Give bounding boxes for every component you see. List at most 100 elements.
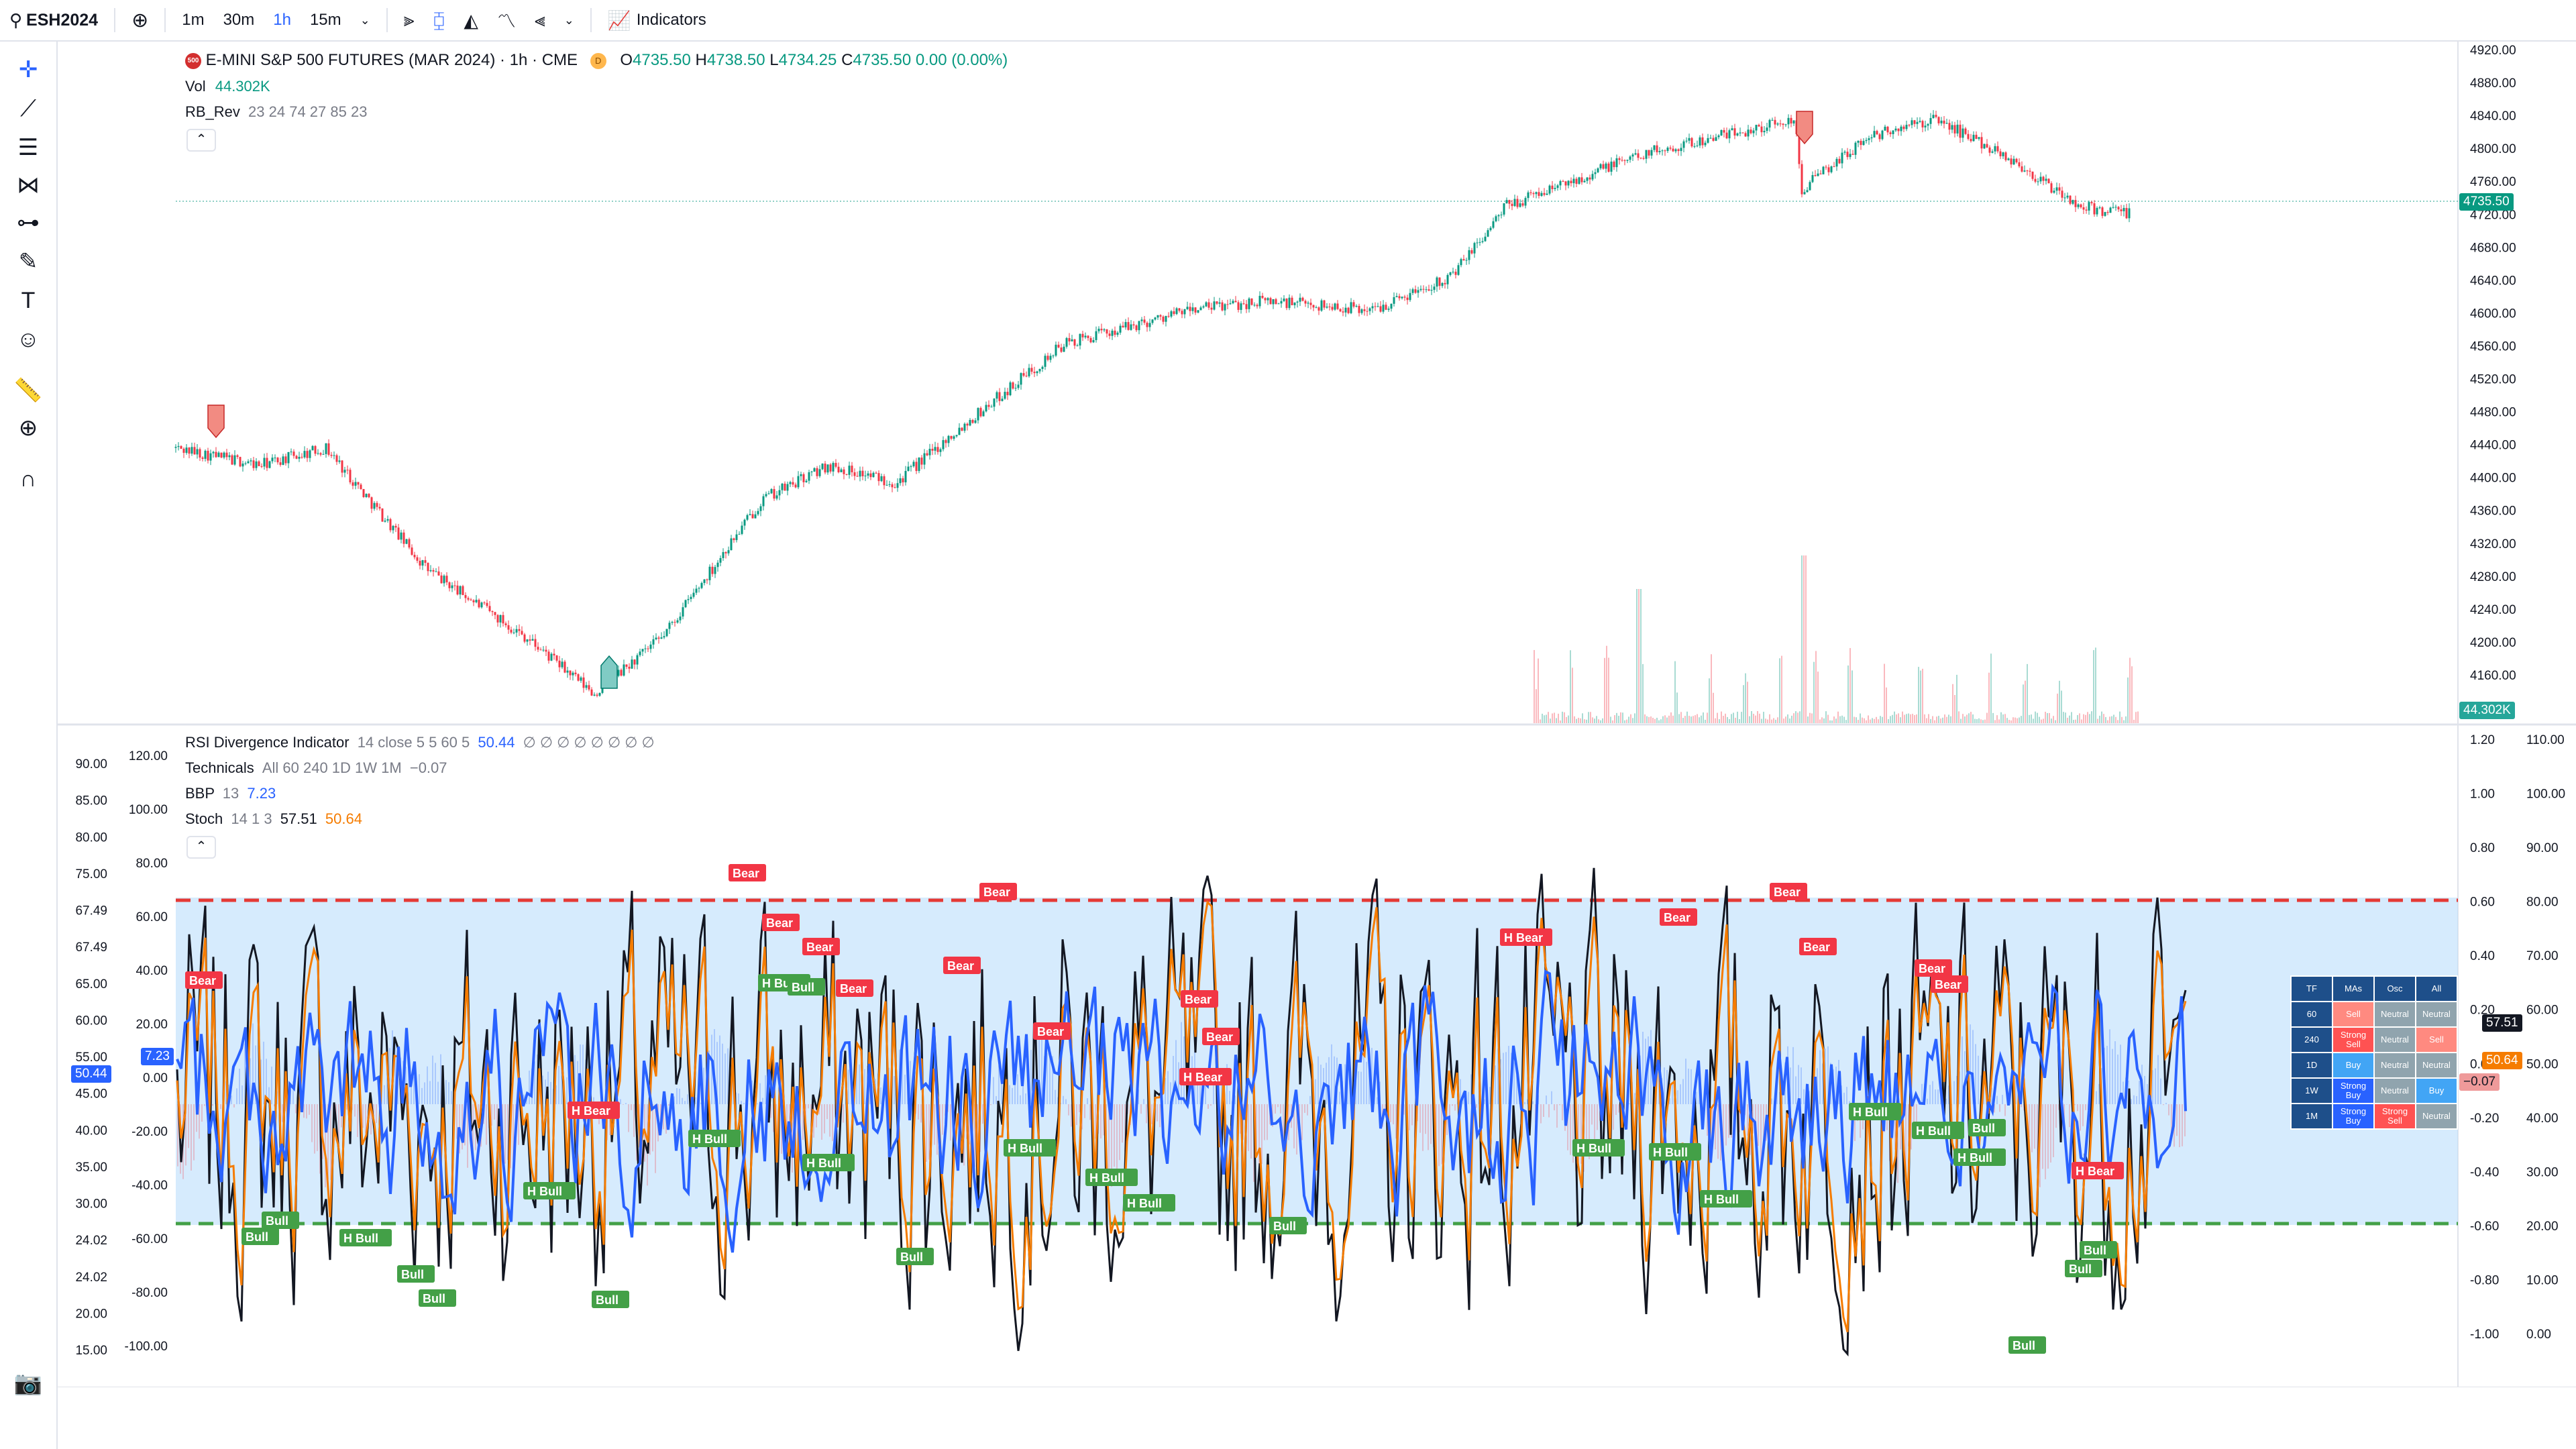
candle-body xyxy=(848,466,851,475)
volume-bar xyxy=(1721,711,1722,723)
candle-body xyxy=(888,484,891,485)
candle-body xyxy=(1020,373,1022,385)
svg-text:H Bull: H Bull xyxy=(806,1157,841,1170)
candle-body xyxy=(1301,297,1304,301)
lower-right-axis-secondary[interactable]: 110.00100.0090.0080.0070.0060.0050.0040.… xyxy=(2526,733,2565,1342)
bbp-bar xyxy=(1446,1104,1448,1136)
bbp-bar xyxy=(325,1104,326,1187)
candle-body xyxy=(1377,306,1379,307)
candle-body xyxy=(373,502,376,509)
style-dropdown[interactable]: ⌄ xyxy=(555,0,584,41)
candle-body xyxy=(472,600,475,602)
bbp-bar xyxy=(451,1091,452,1104)
forecast-tool[interactable]: ⊶ xyxy=(12,207,44,239)
volume-bar xyxy=(1709,678,1710,723)
candle-body xyxy=(1208,302,1210,308)
interval-1h[interactable]: 1h xyxy=(264,0,301,41)
interval-dropdown[interactable]: ⌄ xyxy=(351,0,380,41)
bbp-bar xyxy=(1677,1090,1678,1104)
candle-body xyxy=(749,514,751,515)
compare-button[interactable]: ⊕ xyxy=(122,0,158,41)
axis-label: 4200.00 xyxy=(2470,636,2516,650)
candle-body xyxy=(1401,297,1403,299)
screenshot-button[interactable]: 📷 xyxy=(12,1367,44,1399)
fib-tool[interactable]: ☰ xyxy=(12,131,44,164)
bbp-bar xyxy=(918,1104,919,1120)
bbp-bar xyxy=(486,1104,487,1145)
interval-1m[interactable]: 1m xyxy=(172,0,213,41)
main-legend[interactable]: 500 E-MINI S&P 500 FUTURES (MAR 2024) · … xyxy=(185,51,1008,70)
rbrev-legend[interactable]: RB_Rev 23 24 74 27 85 23 xyxy=(185,103,367,121)
bbp-bar xyxy=(2037,1104,2038,1169)
lower-right-axis[interactable]: 1.201.000.800.600.400.200.00-0.20-0.40-0… xyxy=(2470,733,2499,1342)
hlc-style-button[interactable]: ⫷ xyxy=(525,0,555,41)
bar-style-button[interactable]: ⫸ xyxy=(394,0,424,41)
svg-text:Bear: Bear xyxy=(806,941,833,954)
candle-body xyxy=(1146,323,1148,327)
interval-15m[interactable]: 15m xyxy=(301,0,351,41)
candles-style-button[interactable]: ⧮ xyxy=(424,0,455,41)
volume-bar xyxy=(2004,714,2006,723)
bbp-bar xyxy=(330,1104,331,1181)
crosshair-tool[interactable]: ✛ xyxy=(12,54,44,86)
volume-bar xyxy=(1874,718,1875,723)
magnet-tool[interactable]: ∩ xyxy=(12,463,44,495)
ruler-tool[interactable]: 📏 xyxy=(12,374,44,407)
area-style-button[interactable]: ◭ xyxy=(454,0,488,41)
header-cell: All xyxy=(2415,975,2458,1002)
collapse-legend-button[interactable]: ⌃ xyxy=(186,129,216,152)
bbp-bar xyxy=(1089,1104,1091,1120)
brush-tool[interactable]: ✎ xyxy=(12,246,44,278)
bbp-bar xyxy=(1366,1061,1367,1104)
collapse-indicators-button[interactable]: ⌃ xyxy=(186,836,216,859)
pattern-tool[interactable]: ⋈ xyxy=(12,169,44,201)
bbp-bar xyxy=(1428,1104,1429,1150)
bbp-bar xyxy=(1548,1104,1550,1118)
ohlc-open: O4735.50 xyxy=(620,51,691,69)
delay-badge[interactable]: D xyxy=(590,52,606,69)
symbol-search[interactable]: ⚲ ESH2024 xyxy=(0,0,107,41)
price-axis[interactable]: 4920.004880.004840.004800.004760.004720.… xyxy=(2470,44,2516,683)
bbp-bar xyxy=(623,1104,624,1105)
candle-body xyxy=(284,456,287,464)
stoch-legend[interactable]: Stoch 14 1 3 57.51 50.64 xyxy=(185,810,362,828)
lower-left-axis[interactable]: 90.0085.0080.0075.0067.4967.4965.0060.00… xyxy=(75,757,107,1358)
volume-bar xyxy=(2043,718,2044,723)
bull-divergence-label: H Bull xyxy=(688,1130,741,1147)
interval-30m[interactable]: 30m xyxy=(214,0,264,41)
rsi-legend[interactable]: RSI Divergence Indicator 14 close 5 5 60… xyxy=(185,734,655,751)
lower-left-axis-secondary[interactable]: 120.00100.0080.0060.0040.0020.000.00-20.… xyxy=(125,749,168,1354)
bbp-bar xyxy=(346,1104,347,1110)
candle-body xyxy=(1803,192,1806,195)
text-tool[interactable]: T xyxy=(12,284,44,317)
bbp-bar xyxy=(1508,1046,1509,1104)
candle-body xyxy=(1492,221,1495,228)
volume-bar xyxy=(1652,718,1654,723)
bbp-bar xyxy=(1301,1104,1303,1140)
rating-cell: Buy xyxy=(2415,1077,2458,1104)
technicals-legend[interactable]: Technicals All 60 240 1D 1W 1M −0.07 xyxy=(185,759,447,777)
candle-body xyxy=(1841,152,1843,164)
candle-body xyxy=(773,489,775,499)
zoom-tool[interactable]: ⊕ xyxy=(12,412,44,444)
bbp-bar xyxy=(1634,1093,1635,1104)
indicators-button[interactable]: 📈 Indicators xyxy=(598,0,716,41)
technicals-label: Technicals xyxy=(185,759,254,776)
trendline-tool[interactable]: ⟋ xyxy=(12,93,44,125)
emoji-tool[interactable]: ☺ xyxy=(12,323,44,356)
line-style-button[interactable]: 〽 xyxy=(488,0,525,41)
candle-body xyxy=(1970,139,1972,142)
bbp-legend[interactable]: BBP 13 7.23 xyxy=(185,785,276,802)
candle-body xyxy=(572,672,574,676)
volume-legend[interactable]: Vol 44.302K xyxy=(185,78,270,95)
chevron-up-icon: ⌃ xyxy=(195,839,207,854)
volume-bar xyxy=(1660,719,1662,723)
bbp-bar xyxy=(816,1104,817,1128)
candle-body xyxy=(1481,241,1484,242)
volume-bar xyxy=(1825,711,1827,723)
bbp-bar xyxy=(864,1069,865,1104)
axis-label: 50.00 xyxy=(2526,1057,2559,1071)
volume-bar xyxy=(1976,718,1978,723)
volume-bar xyxy=(1996,715,1998,723)
